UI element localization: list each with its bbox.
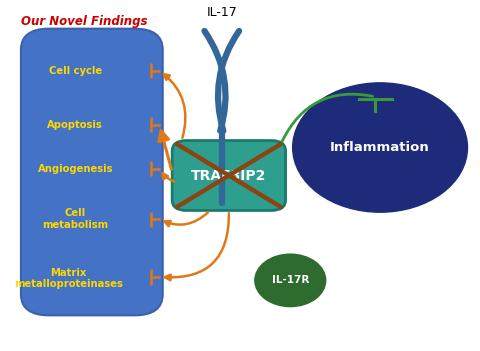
Text: IL-17: IL-17 — [206, 6, 237, 19]
Text: Matrix
metalloproteinases: Matrix metalloproteinases — [14, 268, 122, 290]
Circle shape — [255, 254, 326, 307]
Text: Our Novel Findings: Our Novel Findings — [21, 15, 147, 28]
Text: TRAF3IP2: TRAF3IP2 — [191, 168, 266, 183]
Text: Cell
metabolism: Cell metabolism — [42, 208, 108, 230]
Circle shape — [293, 83, 468, 212]
Text: Cell cycle: Cell cycle — [49, 66, 102, 75]
FancyBboxPatch shape — [21, 29, 163, 315]
FancyBboxPatch shape — [172, 140, 286, 211]
Text: IL-17R: IL-17R — [272, 276, 309, 285]
Text: Apoptosis: Apoptosis — [48, 120, 103, 130]
Text: Inflammation: Inflammation — [330, 141, 430, 154]
Text: Angiogenesis: Angiogenesis — [37, 164, 113, 173]
